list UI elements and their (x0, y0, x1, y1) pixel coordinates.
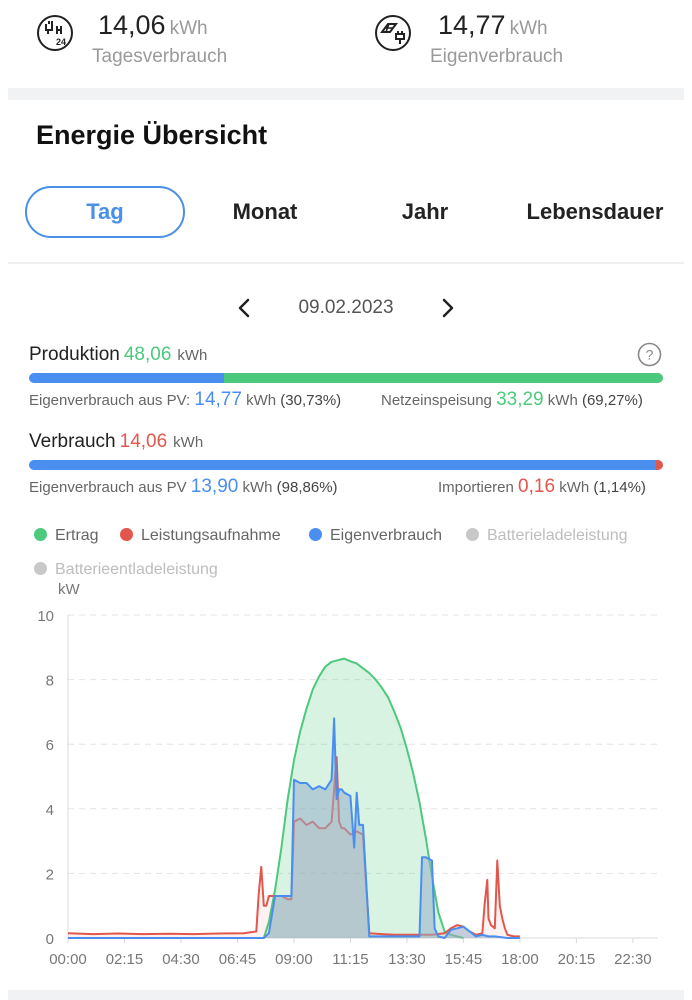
summary-row: 24 14,06 kWh Tagesverbrauch 14,77 kWh Eige… (0, 0, 692, 88)
divider (8, 262, 684, 264)
consumption-import-segment (655, 460, 663, 470)
selected-date[interactable]: 09.02.2023 (298, 297, 394, 318)
tab-jahr[interactable]: Jahr (401, 199, 449, 224)
chevron-left-icon[interactable] (226, 290, 262, 326)
legend-item-eigenverbrauch[interactable]: Eigenverbrauch (309, 527, 442, 545)
y-tick-label: 2 (46, 866, 54, 883)
section-title: Energie Übersicht (36, 120, 268, 150)
series-line-eigenverbrauch (68, 717, 520, 939)
svg-text:24: 24 (56, 37, 66, 47)
consumption-self-segment (29, 460, 656, 470)
legend-item-leistungsaufnahme[interactable]: Leistungsaufnahme (120, 527, 281, 545)
period-tabs: Tag Monat Jahr Lebensdauer (0, 186, 692, 238)
y-tick-label: 4 (46, 802, 54, 819)
daily-consumption-label: Tagesverbrauch (92, 46, 228, 67)
chevron-right-icon[interactable] (430, 290, 466, 326)
x-tick-label: 22:30 (614, 951, 652, 968)
x-tick-label: 13:30 (388, 951, 426, 968)
self-consumption-value: 14,77 kWh (438, 10, 548, 40)
consumption-import-detail: Importieren 0,16 kWh (1,14%) (438, 476, 646, 497)
legend-item-batterieladeleistung[interactable]: Batterieladeleistung (466, 527, 628, 545)
production-bar (29, 373, 663, 383)
x-tick-label: 20:15 (558, 951, 596, 968)
production-self-segment (29, 373, 224, 383)
y-axis-unit-label: kW (58, 581, 81, 598)
x-tick-label: 11:15 (332, 951, 368, 968)
y-tick-label: 8 (46, 673, 54, 690)
svg-text:?: ? (646, 347, 654, 363)
x-tick-label: 02:15 (106, 951, 144, 968)
power-chart[interactable]: kW 0 2 4 6 8 10 00:00 02:15 04:30 06:45 09:00 11:15 1… (0, 580, 692, 980)
x-tick-label: 00:00 (49, 951, 87, 968)
x-tick-label: 15:45 (445, 951, 483, 968)
production-self-detail: Eigenverbrauch aus PV: 14,77 kWh (30,73%… (29, 389, 342, 410)
solar-plug-icon (375, 15, 411, 51)
tab-monat[interactable]: Monat (232, 199, 298, 224)
legend-item-batterieentladeleistung[interactable]: Batterieentladeleistung (34, 561, 218, 579)
self-consumption-label: Eigenverbrauch (430, 46, 564, 67)
tab-lebensdauer[interactable]: Lebensdauer (526, 199, 664, 224)
series-line-ertrag (262, 657, 464, 939)
help-icon[interactable]: ? (637, 342, 662, 367)
x-tick-label: 06:45 (219, 951, 257, 968)
section-separator (8, 88, 684, 100)
date-navigator: 09.02.2023 (0, 290, 692, 326)
y-tick-label: 6 (46, 737, 54, 754)
tab-tag[interactable]: Tag (25, 186, 185, 238)
production-feed-segment (223, 373, 663, 383)
daily-consumption-value: 14,06 kWh (98, 10, 208, 40)
x-tick-label: 09:00 (275, 951, 313, 968)
legend-item-ertrag[interactable]: Ertrag (34, 527, 99, 545)
y-tick-label: 0 (46, 931, 54, 948)
consumption-bar (29, 460, 663, 470)
plug-24h-icon: 24 (37, 15, 73, 51)
consumption-self-detail: Eigenverbrauch aus PV 13,90 kWh (98,86%) (29, 476, 338, 497)
consumption-title: Verbrauch 14,06 kWh (29, 431, 204, 452)
y-tick-label: 10 (37, 608, 54, 625)
x-tick-label: 18:00 (501, 951, 539, 968)
x-tick-label: 04:30 (162, 951, 200, 968)
bottom-separator (8, 990, 684, 1000)
production-title: Produktion 48,06 kWh (29, 344, 208, 365)
series-area-eigenverbrauch (68, 718, 520, 938)
production-feed-detail: Netzeinspeisung 33,29 kWh (69,27%) (381, 389, 643, 410)
